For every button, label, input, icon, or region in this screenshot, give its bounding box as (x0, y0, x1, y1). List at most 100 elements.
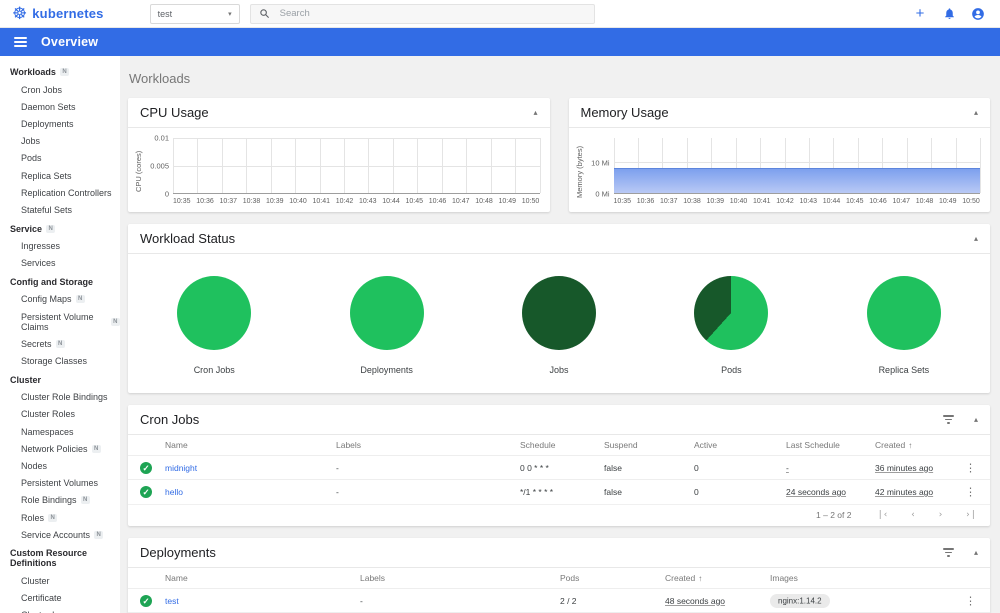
filter-icon[interactable] (941, 546, 956, 559)
column-header-name[interactable]: Name (165, 573, 188, 583)
sidebar-item-ingresses[interactable]: Ingresses (0, 238, 120, 255)
kubernetes-logo[interactable]: ☸ kubernetes (0, 5, 118, 22)
collapse-caret-icon[interactable]: ▴ (973, 108, 978, 117)
sidebar-item-config-maps[interactable]: Config Maps N (0, 291, 120, 308)
sidebar-section-label: Custom Resource Definitions (10, 548, 88, 569)
pie-chart[interactable] (866, 276, 941, 350)
sidebar-item-label: Service Accounts (21, 529, 91, 540)
filter-icon[interactable] (941, 413, 956, 426)
sidebar-item-cron-jobs[interactable]: Cron Jobs (0, 81, 120, 98)
sidebar-item-services[interactable]: Services (0, 255, 120, 272)
row-actions-kebab-icon[interactable]: ⋮ (965, 595, 976, 607)
sidebar-item-namespaces[interactable]: Namespaces (0, 423, 120, 440)
sidebar-section-workloads[interactable]: Workloads N (0, 62, 120, 81)
sidebar-item-nodes[interactable]: Nodes (0, 457, 120, 474)
column-header-active[interactable]: Active (694, 440, 717, 450)
collapse-caret-icon[interactable]: ▴ (533, 108, 538, 117)
column-header-labels[interactable]: Labels (360, 573, 385, 583)
sidebar-item-storage-classes[interactable]: Storage Classes (0, 352, 120, 369)
gridline (613, 138, 615, 193)
row-actions-kebab-icon[interactable]: ⋮ (965, 462, 976, 474)
sidebar-item-cluster-role-bindings[interactable]: Cluster Role Bindings (0, 389, 120, 406)
notifications-bell-icon[interactable] (941, 6, 957, 22)
cell-created: 42 minutes ago (875, 487, 934, 497)
row-actions-kebab-icon[interactable]: ⋮ (965, 486, 976, 499)
gridline (808, 138, 810, 193)
last-page-icon[interactable]: ›| (965, 510, 976, 520)
sidebar-section-custom-resource-definitions[interactable]: Custom Resource Definitions (0, 543, 120, 572)
sidebar-item-roles[interactable]: Roles N (0, 509, 120, 526)
sidebar-item-replica-sets[interactable]: Replica Sets (0, 167, 120, 184)
top-bar: ☸ kubernetes test ▾ + (0, 0, 1000, 28)
column-header-images[interactable]: Images (770, 573, 798, 583)
sidebar-item-stateful-sets[interactable]: Stateful Sets (0, 201, 120, 218)
gridline (980, 138, 981, 193)
collapse-caret-icon[interactable]: ▴ (973, 234, 978, 243)
sidebar-item-cluster-roles[interactable]: Cluster Roles (0, 406, 120, 423)
column-header-last_schedule[interactable]: Last Schedule (786, 440, 840, 450)
namespace-select[interactable]: test ▾ (149, 3, 240, 24)
cell-suspend: false (604, 487, 622, 497)
column-header-created[interactable]: Created ↑ (665, 573, 702, 583)
column-header-schedule[interactable]: Schedule (520, 440, 555, 450)
sidebar-item-pods[interactable]: Pods (0, 150, 120, 167)
memory-y-axis-label: Memory (bytes) (574, 145, 584, 198)
y-tick-label: 0 Mi (595, 189, 610, 199)
workload-pie-jobs: Jobs (473, 276, 645, 375)
sidebar-item-label: Daemon Sets (21, 101, 76, 112)
search-bar[interactable] (249, 3, 595, 24)
sidebar-section-cluster[interactable]: Cluster (0, 370, 120, 389)
cell-name[interactable]: test (165, 595, 179, 606)
gridline (760, 138, 762, 193)
pie-chart[interactable] (349, 276, 424, 350)
workload-pie-deployments: Deployments (300, 276, 472, 375)
x-tick-label: 10:46 (869, 198, 887, 205)
sidebar-item-persistent-volumes[interactable]: Persistent Volumes (0, 475, 120, 492)
sidebar-item-daemon-sets[interactable]: Daemon Sets (0, 98, 120, 115)
sidebar-item-deployments[interactable]: Deployments (0, 115, 120, 132)
sidebar-item-jobs[interactable]: Jobs (0, 133, 120, 150)
sidebar-item-role-bindings[interactable]: Role Bindings N (0, 492, 120, 509)
x-tick-label: 10:44 (382, 198, 400, 205)
sidebar-item-service-accounts[interactable]: Service Accounts N (0, 526, 120, 543)
sidebar-item-secrets[interactable]: Secrets N (0, 335, 120, 352)
pie-chart[interactable] (522, 276, 597, 350)
chart-plot-area (613, 138, 981, 194)
collapse-caret-icon[interactable]: ▴ (973, 548, 978, 557)
sidebar-item-cluster-issuer[interactable]: Cluster Issuer (0, 607, 120, 613)
prev-page-icon[interactable]: ‹ (910, 510, 916, 520)
column-header-name[interactable]: Name (165, 440, 188, 450)
pie-chart[interactable] (177, 276, 252, 350)
search-input[interactable] (279, 8, 586, 19)
user-account-icon[interactable] (970, 6, 986, 22)
menu-hamburger-icon[interactable] (14, 36, 27, 48)
cell-name[interactable]: hello (165, 487, 183, 497)
next-page-icon[interactable]: › (937, 510, 944, 520)
column-header-created[interactable]: Created ↑ (875, 440, 912, 450)
sidebar-item-network-policies[interactable]: Network Policies N (0, 440, 120, 457)
cell-images: nginx:1.14.2 (770, 594, 830, 608)
table-row: ✓ test - 2 / 2 48 seconds ago nginx:1.14.2 ⋮ (128, 589, 990, 613)
create-plus-icon[interactable]: + (915, 5, 925, 22)
sidebar-item-persistent-volume-claims[interactable]: Persistent Volume Claims N (0, 308, 120, 335)
sidebar-section-config-and-storage[interactable]: Config and Storage (0, 272, 120, 291)
x-tick-label: 10:37 (219, 198, 238, 205)
cron-jobs-pagination: 1 – 2 of 2 |‹ ‹ › ›| (128, 504, 990, 526)
cell-name[interactable]: midnight (165, 462, 198, 473)
sidebar-item-replication-controllers[interactable]: Replication Controllers (0, 184, 120, 201)
sidebar-item-certificate[interactable]: Certificate (0, 590, 120, 607)
gridline (539, 138, 541, 193)
column-header-labels[interactable]: Labels (336, 440, 361, 450)
pie-chart[interactable] (694, 276, 769, 350)
column-header-pods[interactable]: Pods (560, 573, 579, 583)
sidebar-section-service[interactable]: Service N (0, 219, 120, 238)
column-header-suspend[interactable]: Suspend (604, 440, 638, 450)
cell-labels: - (360, 595, 363, 606)
pie-label: Replica Sets (878, 365, 930, 375)
page-title: Workloads (129, 71, 191, 86)
x-tick-label: 10:44 (822, 198, 841, 205)
collapse-caret-icon[interactable]: ▴ (973, 415, 978, 424)
column-header-label: Schedule (520, 440, 556, 450)
sidebar-item-cluster[interactable]: Cluster (0, 572, 120, 589)
first-page-icon[interactable]: |‹ (877, 510, 889, 520)
